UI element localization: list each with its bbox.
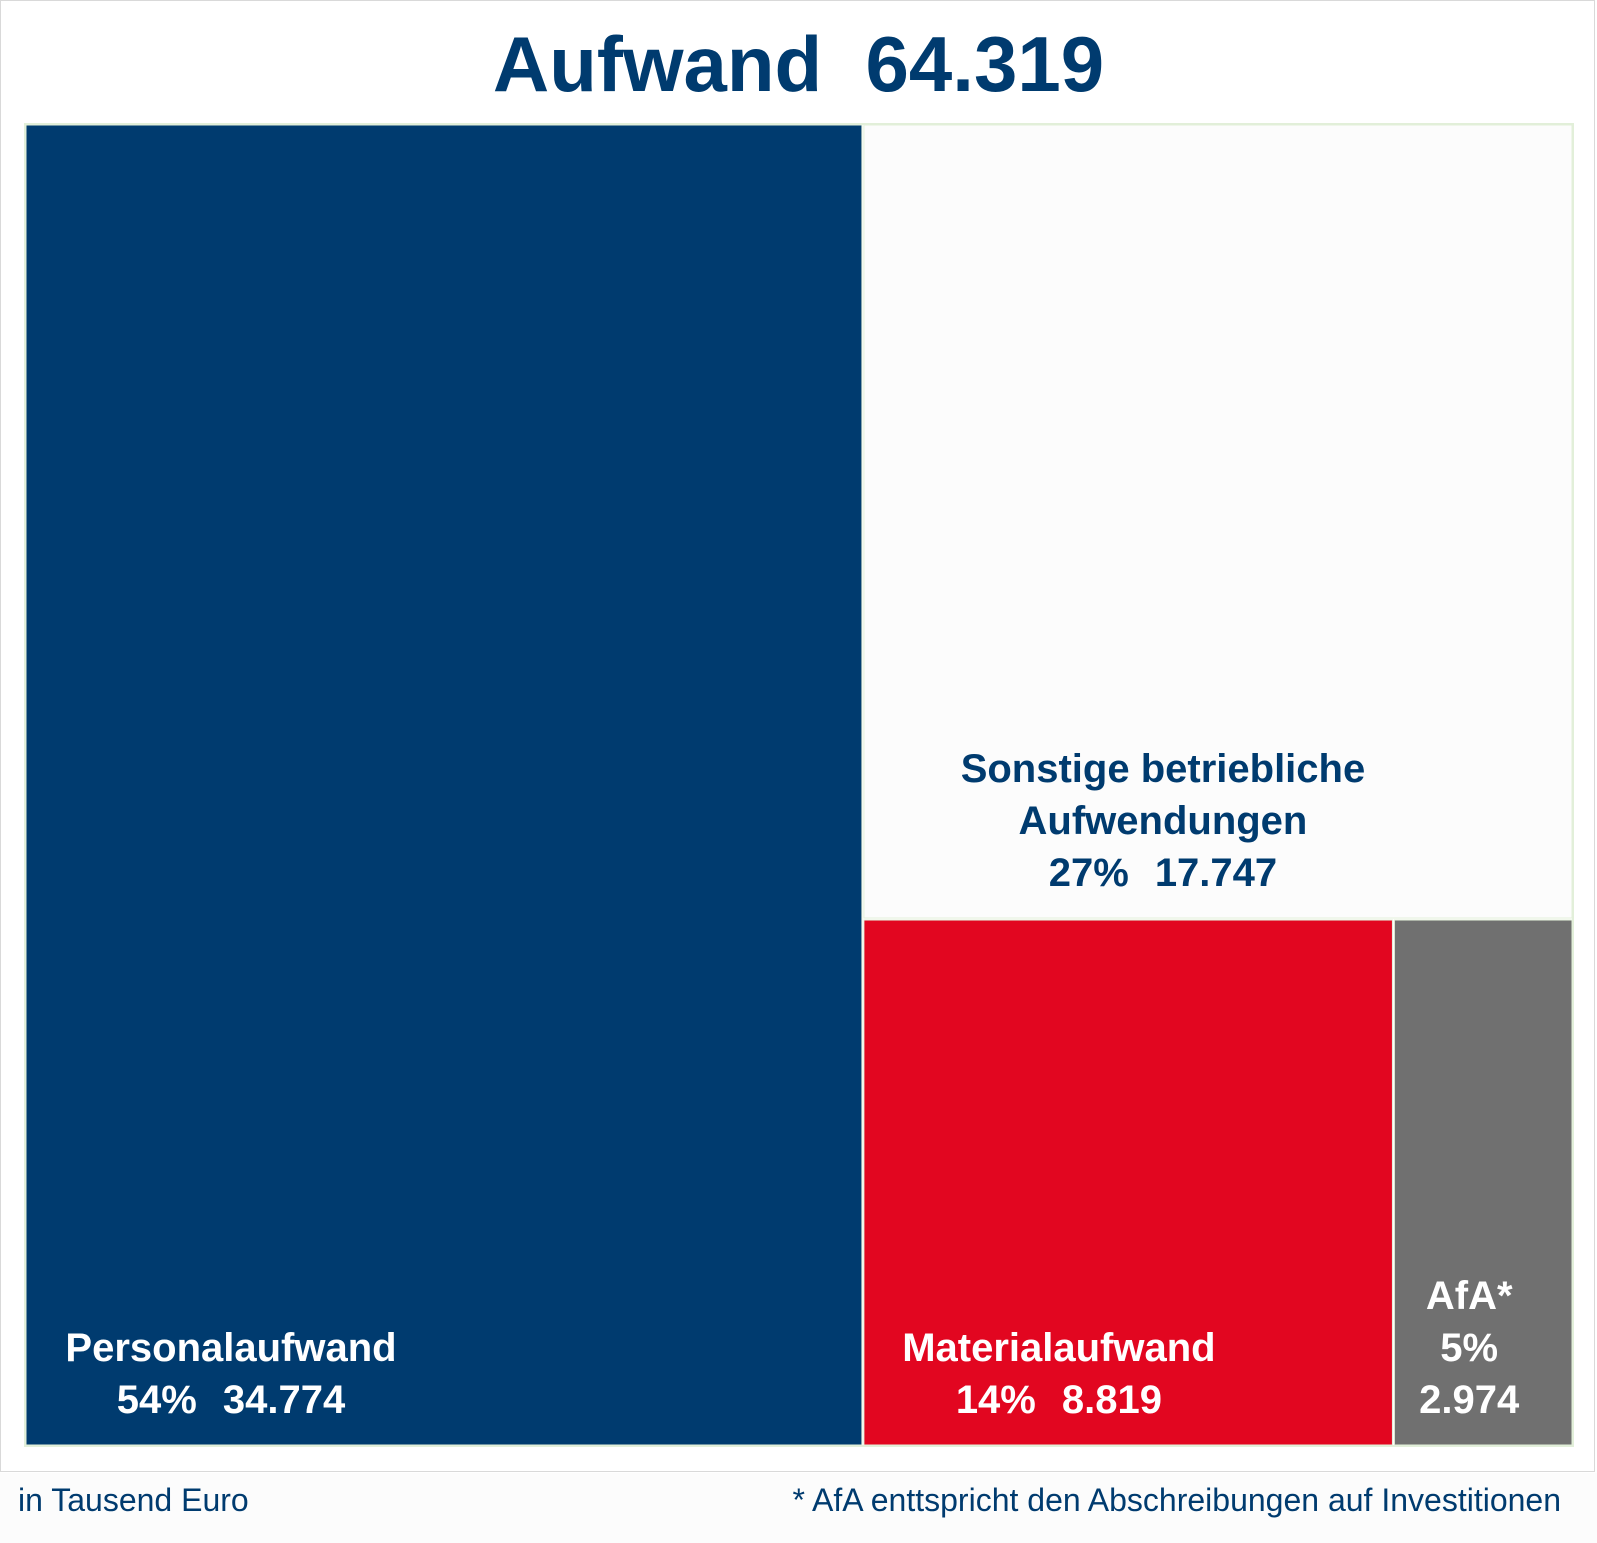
treemap-tile-group-personal: Personalaufwand 54% 34.774 bbox=[25, 124, 863, 1446]
tile-percent-afa: 5% bbox=[1440, 1326, 1498, 1370]
tile-label-afa-0: AfA* bbox=[1426, 1274, 1513, 1318]
treemap-tile-afa bbox=[1393, 919, 1573, 1446]
tile-figures-sonstige: 27% 17.747 bbox=[1049, 851, 1277, 895]
treemap-tile-sonstige bbox=[863, 124, 1573, 919]
tile-percent-sonstige: 27% bbox=[1049, 851, 1129, 895]
tile-label-material-0: Materialaufwand bbox=[902, 1326, 1215, 1370]
tile-value-personal: 34.774 bbox=[223, 1378, 346, 1422]
tile-value-afa: 2.974 bbox=[1419, 1378, 1520, 1422]
treemap-tile-group-afa: AfA* 5% 2.974 bbox=[1393, 919, 1573, 1446]
footer-band bbox=[0, 1473, 1597, 1543]
treemap-tile-group-material: Materialaufwand 14% 8.819 bbox=[863, 919, 1393, 1446]
tile-percent-personal: 54% bbox=[117, 1378, 197, 1422]
tile-figures-personal: 54% 34.774 bbox=[117, 1378, 346, 1422]
tile-figures-material: 14% 8.819 bbox=[956, 1378, 1162, 1422]
treemap-plot-border bbox=[24, 123, 1574, 1447]
afa-footnote: * AfA enttspricht den Abschreibungen auf… bbox=[792, 1482, 1561, 1518]
tile-label-sonstige-1: Aufwendungen bbox=[1019, 799, 1308, 843]
tile-label-sonstige-0: Sonstige betriebliche bbox=[961, 747, 1366, 791]
tile-value-material: 8.819 bbox=[1062, 1378, 1162, 1422]
treemap-tile-personal bbox=[25, 124, 863, 1446]
treemap-tile-material bbox=[863, 919, 1393, 1446]
unit-note: in Tausend Euro bbox=[18, 1482, 249, 1518]
chart-title: Aufwand 64.319 bbox=[492, 20, 1105, 108]
tile-percent-material: 14% bbox=[956, 1378, 1036, 1422]
treemap-tile-group-sonstige: Sonstige betriebliche Aufwendungen 27% 17.7… bbox=[863, 124, 1573, 919]
tile-label-personal-0: Personalaufwand bbox=[65, 1326, 396, 1370]
tile-value-sonstige: 17.747 bbox=[1155, 851, 1277, 895]
